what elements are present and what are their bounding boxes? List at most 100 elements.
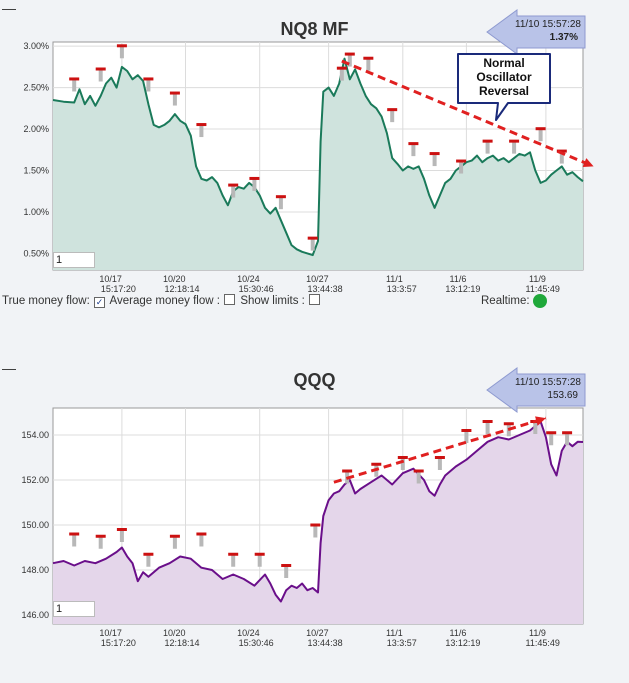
signal-stub — [411, 144, 416, 157]
badge-time: 11/10 15:57:28 — [515, 19, 581, 30]
signal-marker — [254, 552, 265, 556]
signal-stub — [252, 178, 257, 191]
signal-stub — [366, 58, 371, 71]
signal-marker — [196, 123, 207, 127]
realtime-label: Realtime: — [481, 295, 530, 307]
show-limits-checkbox[interactable] — [309, 294, 321, 305]
x-tick-time: 13:12:19 — [445, 638, 480, 648]
x-tick-date: 10/20 — [163, 274, 186, 284]
period-input[interactable]: 1 — [53, 252, 95, 268]
signal-stub — [98, 69, 103, 82]
x-tick-date: 11/9 — [529, 628, 546, 638]
signal-marker — [169, 534, 180, 538]
signal-stub — [437, 458, 442, 470]
collapse-icon[interactable]: — — [2, 0, 16, 16]
signal-stub — [432, 154, 437, 167]
signal-stub — [310, 238, 315, 251]
period-input[interactable]: 1 — [53, 601, 95, 617]
badge-value: 1.37% — [550, 32, 578, 43]
signal-stub — [72, 79, 77, 92]
x-tick-date: 10/17 — [99, 274, 122, 284]
signal-stub — [284, 566, 289, 578]
x-tick-time: 13:44:38 — [308, 284, 343, 294]
average-money-flow-checkbox[interactable] — [224, 294, 236, 305]
signal-stub — [199, 534, 204, 547]
badge-time: 11/10 15:57:28 — [515, 377, 581, 388]
x-tick-time: 13:12:19 — [445, 284, 480, 294]
x-tick-time: 13:44:38 — [308, 638, 343, 648]
x-tick-time: 15:17:20 — [101, 284, 136, 294]
signal-stub — [146, 79, 151, 92]
qqq-chart: 146.00 148.00 150.00 152.00 154.00 10/1715:17… — [21, 367, 586, 648]
signal-marker — [344, 52, 355, 56]
signal-marker — [228, 183, 239, 187]
x-tick-time: 11:45:49 — [526, 284, 560, 294]
x-tick-date: 10/24 — [237, 274, 260, 284]
realtime-status-icon[interactable] — [532, 294, 547, 308]
signal-stub — [565, 433, 570, 446]
callout-text-line: Reversal — [479, 84, 529, 98]
qqq-panel: — QQQ 146.00 148.00 150.00 152.00 154.00 10/1… — [0, 360, 629, 683]
signal-marker — [413, 469, 424, 473]
x-tick-date: 11/1 — [386, 628, 403, 638]
trend-arrow-line — [333, 416, 547, 484]
signal-marker — [535, 127, 546, 131]
signal-marker — [397, 456, 408, 459]
x-tick-date: 11/9 — [529, 274, 546, 284]
x-tick-date: 11/6 — [450, 274, 467, 284]
signal-stub — [172, 536, 177, 549]
signal-marker — [556, 149, 567, 153]
signal-stub — [485, 422, 490, 434]
signal-stub — [119, 46, 124, 59]
x-tick-time: 13:3:57 — [387, 284, 417, 294]
signal-marker — [482, 420, 493, 423]
signal-marker — [310, 523, 321, 527]
signal-stub — [119, 530, 124, 542]
series-line — [52, 57, 584, 257]
signal-stub — [390, 110, 395, 123]
signal-stub — [549, 433, 554, 446]
callout-text-line: Normal — [483, 56, 524, 70]
signal-stub — [459, 161, 464, 174]
signal-stub — [400, 458, 405, 470]
signal-marker — [371, 462, 382, 466]
signal-stub — [533, 422, 538, 434]
trend-arrow-head — [582, 158, 594, 167]
y-tick-label: 1.50% — [23, 166, 49, 176]
true-money-flow-label: True money flow: — [2, 295, 90, 307]
signal-stub — [538, 129, 543, 142]
signal-marker — [461, 429, 472, 432]
x-tick-date: 10/27 — [306, 274, 329, 284]
nq-chart: 0.50% 1.00% 1.50% 2.00% 2.50% 3.00% 10/1715:17… — [23, 9, 595, 294]
trend-arrow-head — [535, 416, 546, 426]
chart-title: NQ8 MF — [280, 19, 349, 39]
signal-stub — [339, 68, 344, 81]
signal-marker — [281, 564, 292, 567]
show-limits-label: Show limits : — [240, 295, 305, 307]
signal-marker — [169, 91, 180, 95]
y-tick-label: 146.00 — [21, 610, 49, 620]
y-tick-label: 152.00 — [21, 475, 49, 485]
signal-stub — [416, 471, 421, 484]
collapse-icon[interactable]: — — [2, 360, 16, 376]
signal-stub — [559, 151, 564, 164]
y-tick-label: 0.50% — [23, 248, 49, 258]
signal-marker — [546, 431, 557, 435]
chart-title: QQQ — [293, 370, 336, 390]
signal-marker — [249, 176, 260, 180]
signal-stub — [98, 536, 103, 549]
signal-marker — [387, 108, 398, 112]
y-tick-label: 2.50% — [23, 83, 49, 93]
signal-marker — [434, 456, 445, 459]
x-tick-time: 15:17:20 — [101, 638, 136, 648]
x-tick-date: 10/17 — [99, 628, 122, 638]
signal-marker — [143, 552, 154, 556]
x-tick-date: 10/27 — [306, 628, 329, 638]
badge-shape — [486, 367, 586, 413]
y-tick-label: 2.00% — [23, 124, 49, 134]
signal-marker — [456, 159, 467, 163]
x-tick-date: 10/24 — [237, 628, 260, 638]
true-money-flow-checkbox[interactable]: ✓ — [93, 297, 105, 308]
nq-panel: — NQ8 MF 0.50% 1.00% 1.50% 2.00% 2.50% 3.00% 1… — [0, 0, 629, 330]
